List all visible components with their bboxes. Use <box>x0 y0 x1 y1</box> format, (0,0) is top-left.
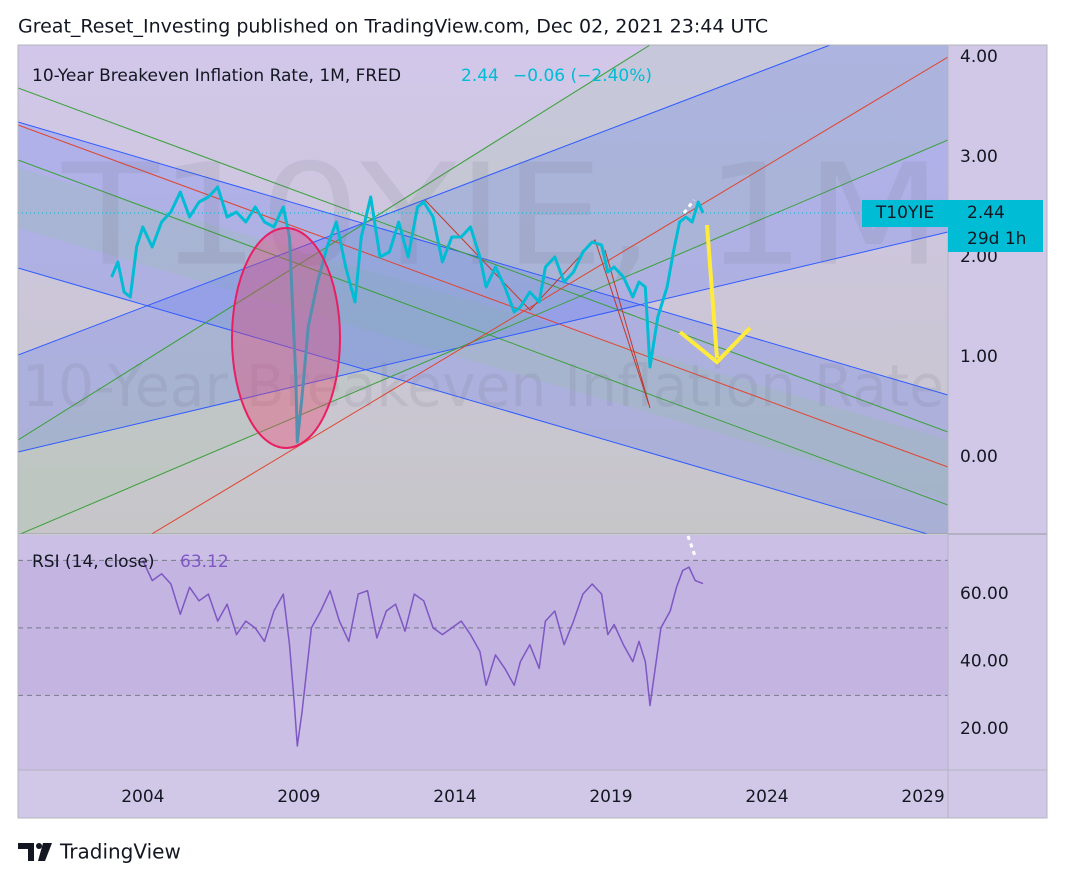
channel-line <box>18 45 831 356</box>
y-tick-label: 20.00 <box>960 719 1009 739</box>
fib-lines <box>424 199 651 409</box>
logo-mark <box>18 843 34 861</box>
y-tick-label: 40.00 <box>960 652 1009 672</box>
time-axis <box>18 770 1047 818</box>
symbol-label: T10YIE <box>875 203 934 223</box>
channel-line <box>18 45 651 441</box>
header: Great_Reset_Investing published on Tradi… <box>18 16 768 38</box>
rsi-legend-last: 63.12 <box>180 552 229 572</box>
watermark: T10YIE, 1M <box>61 135 942 298</box>
y-tick-label: 0.00 <box>960 447 998 467</box>
x-tick-label: 2009 <box>277 787 320 807</box>
symbol-tag <box>862 200 948 227</box>
ascending-mid-band <box>18 45 948 534</box>
descending-mid-band <box>18 168 948 500</box>
arrow-shaft <box>705 224 719 359</box>
series-line <box>142 559 704 747</box>
descending-channel <box>18 122 948 534</box>
dotted-note <box>682 199 696 214</box>
watermark-subtitle: 10-Year Breakeven Inflation Rate <box>22 352 944 420</box>
legend-title: 10-Year Breakeven Inflation Rate, 1M, FR… <box>32 66 401 86</box>
dotted-note <box>686 535 697 557</box>
countdown-label: 29d 1h <box>967 229 1026 249</box>
y-tick-label: 3.00 <box>960 147 998 167</box>
channel-line <box>18 87 948 433</box>
legend-change: −0.06 (−2.40%) <box>513 66 652 86</box>
logo-mark <box>38 843 52 861</box>
marks <box>18 185 948 747</box>
x-tick-label: 2024 <box>745 787 788 807</box>
arrow-head <box>678 326 752 365</box>
highlight-ellipse <box>231 227 341 449</box>
x-tick-label: 2029 <box>901 787 944 807</box>
footer: TradingView <box>59 840 181 864</box>
channel-line <box>18 159 948 506</box>
series-line <box>110 185 705 444</box>
channel-line <box>150 56 948 534</box>
logo-mark <box>36 843 42 849</box>
y-tick-label: 60.00 <box>960 584 1009 604</box>
x-tick-label: 2019 <box>589 787 632 807</box>
rsi-pane <box>18 535 948 770</box>
price-tag <box>948 200 1043 252</box>
drawings <box>18 45 948 534</box>
legend-last: 2.44 <box>461 66 499 86</box>
price-tag-label: 2.44 <box>967 203 1005 223</box>
ascending-channel <box>18 45 948 452</box>
channel-line <box>18 121 948 396</box>
channel-line <box>18 124 948 468</box>
price-axis <box>948 45 1047 770</box>
footer-logo <box>18 843 52 861</box>
x-tick-label: 2014 <box>433 787 476 807</box>
watermark-group: T10YIE, 1M 10-Year Breakeven Inflation Ra… <box>22 135 944 421</box>
y-tick-label: 1.00 <box>960 347 998 367</box>
x-tick-label: 2004 <box>121 787 164 807</box>
y-tick-label: 4.00 <box>960 47 998 67</box>
price-pane <box>18 45 948 534</box>
channel-line <box>19 139 948 534</box>
channel-line <box>18 231 948 453</box>
rsi-legend-title: RSI (14, close) <box>32 552 155 572</box>
frame <box>17 44 1048 819</box>
channel-line <box>18 267 930 534</box>
